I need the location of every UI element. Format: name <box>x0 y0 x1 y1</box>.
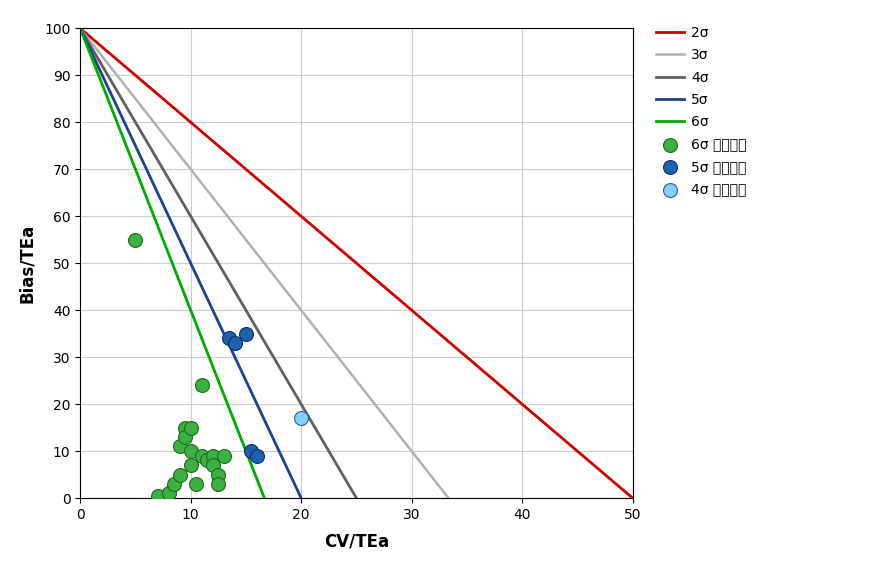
Point <box>184 447 198 456</box>
Legend: 2σ, 3σ, 4σ, 5σ, 6σ, 6σ 水平项目, 5σ 水平项目, 4σ 水平项目: 2σ, 3σ, 4σ, 5σ, 6σ, 6σ 水平项目, 5σ 水平项目, 4σ… <box>656 26 747 196</box>
Point <box>161 489 176 498</box>
Point <box>200 456 215 465</box>
Point <box>173 470 187 479</box>
Point <box>239 329 253 338</box>
Point <box>228 338 242 348</box>
Point <box>211 470 225 479</box>
Point <box>244 447 258 456</box>
Point <box>194 381 208 390</box>
Point <box>178 432 192 441</box>
Point <box>294 414 308 423</box>
Point <box>184 461 198 470</box>
Point <box>206 461 220 470</box>
Y-axis label: Bias/TEa: Bias/TEa <box>18 224 36 303</box>
X-axis label: CV/TEa: CV/TEa <box>323 533 389 551</box>
Point <box>194 451 208 460</box>
Point <box>222 334 236 343</box>
Point <box>167 479 181 488</box>
Point <box>217 451 231 460</box>
Point <box>128 235 143 245</box>
Point <box>249 451 264 460</box>
Point <box>206 451 220 460</box>
Point <box>178 423 192 432</box>
Point <box>173 442 187 451</box>
Point <box>184 423 198 432</box>
Point <box>211 479 225 488</box>
Point <box>189 479 203 488</box>
Point <box>151 491 165 500</box>
